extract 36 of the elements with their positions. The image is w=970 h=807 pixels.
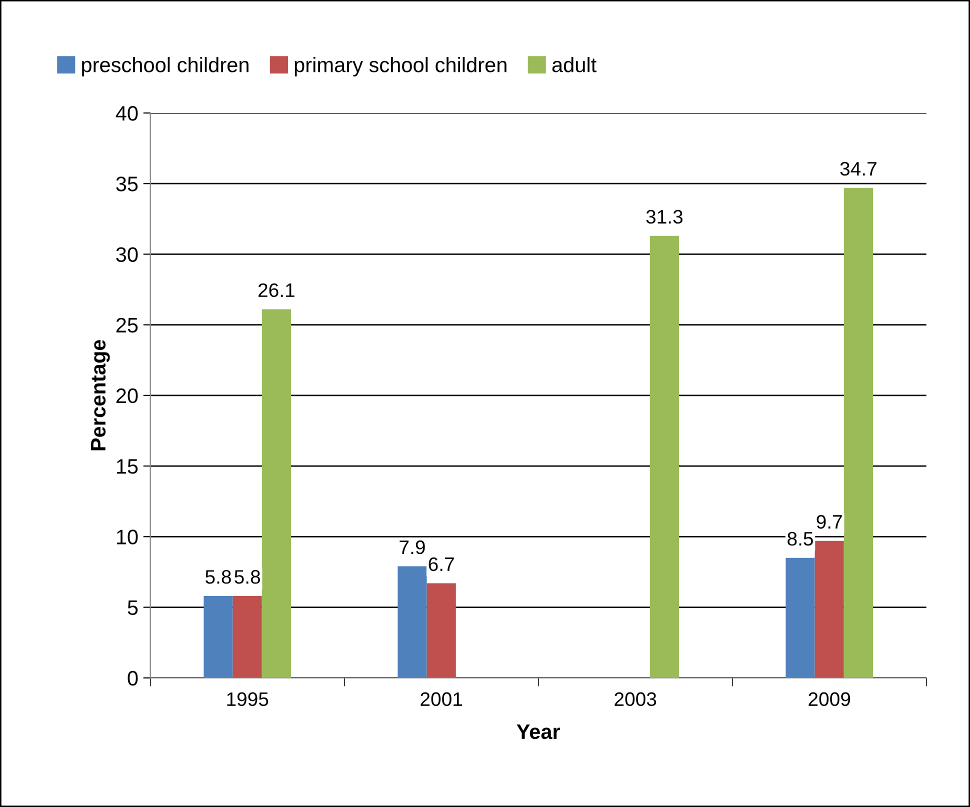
y-tick-label: 20 — [116, 388, 138, 404]
data-label: 6.7 — [428, 557, 454, 572]
bar — [786, 558, 815, 678]
x-tick-label: 2009 — [808, 692, 850, 706]
y-tick-label: 25 — [116, 318, 138, 333]
y-tick-label: 10 — [116, 530, 138, 544]
legend-label: adult — [552, 56, 596, 72]
y-axis-title: Percentage — [91, 340, 110, 450]
x-axis-title: Year — [516, 724, 560, 740]
bar — [262, 309, 291, 678]
bar — [814, 540, 844, 678]
data-label: 31.3 — [646, 210, 683, 224]
data-label: 26.1 — [258, 283, 294, 298]
y-tick-label: 0 — [128, 670, 138, 686]
data-label: 34.7 — [840, 162, 876, 176]
bar — [398, 566, 427, 678]
bar — [426, 583, 456, 678]
data-label: 7.9 — [400, 540, 425, 554]
bar — [232, 596, 262, 678]
y-tick-label: 35 — [116, 176, 138, 192]
y-tick-label: 40 — [116, 106, 138, 121]
bar — [844, 188, 873, 678]
data-label: 8.5 — [788, 532, 813, 546]
x-tick-label: 1995 — [227, 692, 268, 706]
data-label: 5.8 — [206, 570, 231, 584]
x-tick-label: 2001 — [420, 692, 462, 706]
y-tick-label: 30 — [116, 247, 138, 262]
bar — [650, 236, 679, 678]
y-tick-label: 15 — [116, 459, 138, 474]
legend-label: preschool children — [82, 56, 248, 76]
bar — [204, 596, 233, 678]
data-label: 5.8 — [234, 570, 260, 584]
legend-label: primary school children — [294, 56, 506, 76]
y-tick-label: 5 — [128, 600, 138, 616]
x-tick-label: 2003 — [614, 692, 656, 706]
data-label: 9.7 — [816, 514, 842, 529]
